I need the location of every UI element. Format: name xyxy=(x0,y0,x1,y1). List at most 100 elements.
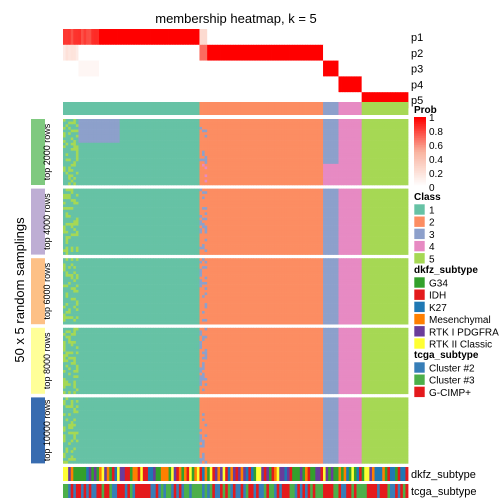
sampling-cell xyxy=(156,137,159,140)
sampling-cell xyxy=(117,191,120,194)
sampling-cell xyxy=(63,143,66,146)
sampling-cell xyxy=(135,153,138,156)
sampling-cell xyxy=(318,169,321,172)
membership-cell xyxy=(140,45,143,61)
sampling-cell xyxy=(351,122,354,125)
sampling-cell xyxy=(380,132,383,135)
sampling-cell xyxy=(145,153,148,156)
sampling-cell xyxy=(68,174,71,177)
sampling-cell xyxy=(102,143,105,146)
class-bar-cell xyxy=(331,102,334,115)
sampling-cell xyxy=(135,167,138,170)
sampling-cell xyxy=(284,132,287,135)
sampling-cell xyxy=(76,182,79,185)
sampling-cell xyxy=(230,119,233,122)
membership-cell xyxy=(220,76,223,92)
sampling-cell xyxy=(122,194,125,197)
sampling-cell xyxy=(251,159,254,162)
sampling-cell xyxy=(341,156,344,159)
sampling-cell xyxy=(199,169,202,172)
sampling-cell xyxy=(400,140,403,143)
sampling-cell xyxy=(328,169,331,172)
sampling-cell xyxy=(302,130,305,133)
sampling-cell xyxy=(179,122,182,125)
sampling-cell xyxy=(313,132,316,135)
sampling-cell xyxy=(148,132,151,135)
sampling-cell xyxy=(176,189,179,192)
membership-cell xyxy=(169,45,172,61)
sampling-cell xyxy=(364,177,367,180)
sampling-cell xyxy=(369,202,372,205)
sampling-cell xyxy=(127,161,130,164)
membership-cell xyxy=(380,45,383,61)
sampling-cell xyxy=(179,174,182,177)
sampling-cell xyxy=(259,182,262,185)
sampling-cell xyxy=(109,135,112,138)
sampling-cell xyxy=(220,180,223,183)
sampling-cell xyxy=(364,164,367,167)
sampling-cell xyxy=(205,145,208,148)
sampling-cell xyxy=(238,189,241,192)
sampling-cell xyxy=(364,119,367,122)
sampling-cell xyxy=(114,148,117,151)
sampling-cell xyxy=(315,143,318,146)
sampling-cell xyxy=(336,164,339,167)
sampling-cell xyxy=(104,130,107,133)
membership-cell xyxy=(269,45,272,61)
sampling-cell xyxy=(135,182,138,185)
sampling-cell xyxy=(395,124,398,127)
sampling-cell xyxy=(135,143,138,146)
sampling-cell xyxy=(251,130,254,133)
sampling-cell xyxy=(125,172,128,175)
membership-cell xyxy=(236,45,239,61)
sampling-cell xyxy=(166,130,169,133)
sampling-cell xyxy=(375,172,378,175)
sampling-cell xyxy=(251,124,254,127)
membership-cell xyxy=(233,45,236,61)
sampling-cell xyxy=(292,191,295,194)
sampling-cell xyxy=(390,148,393,151)
sampling-cell xyxy=(166,174,169,177)
sampling-cell xyxy=(277,151,280,154)
sampling-cell xyxy=(181,140,184,143)
sampling-cell xyxy=(71,156,74,159)
sampling-cell xyxy=(202,156,205,159)
sampling-cell xyxy=(114,167,117,170)
sampling-cell xyxy=(380,124,383,127)
sampling-cell xyxy=(372,202,375,205)
membership-cell xyxy=(300,61,303,77)
sampling-cell xyxy=(174,174,177,177)
sampling-cell xyxy=(171,130,174,133)
sampling-cell xyxy=(367,167,370,170)
sampling-cell xyxy=(315,127,318,130)
sampling-cell xyxy=(68,164,71,167)
sampling-cell xyxy=(338,145,341,148)
membership-cell xyxy=(336,45,339,61)
sampling-cell xyxy=(91,151,94,154)
sampling-cell xyxy=(297,191,300,194)
sampling-cell xyxy=(318,127,321,130)
class-bar-cell xyxy=(238,102,241,115)
sampling-cell xyxy=(117,151,120,154)
sampling-cell xyxy=(344,132,347,135)
membership-cell xyxy=(71,76,74,92)
sampling-cell xyxy=(338,159,341,162)
sampling-cell xyxy=(133,135,136,138)
sampling-cell xyxy=(205,159,208,162)
sampling-cell xyxy=(254,164,257,167)
sampling-cell xyxy=(290,124,293,127)
sampling-cell xyxy=(390,180,393,183)
sampling-cell xyxy=(81,143,84,146)
sampling-cell xyxy=(138,199,141,202)
sampling-cell xyxy=(372,145,375,148)
membership-cell xyxy=(199,76,202,92)
sampling-cell xyxy=(359,174,362,177)
sampling-cell xyxy=(189,174,192,177)
membership-cell xyxy=(104,29,107,45)
sampling-cell xyxy=(375,140,378,143)
sampling-cell xyxy=(117,137,120,140)
membership-cell xyxy=(254,45,257,61)
sampling-cell xyxy=(78,182,81,185)
sampling-cell xyxy=(380,130,383,133)
sampling-cell xyxy=(393,153,396,156)
